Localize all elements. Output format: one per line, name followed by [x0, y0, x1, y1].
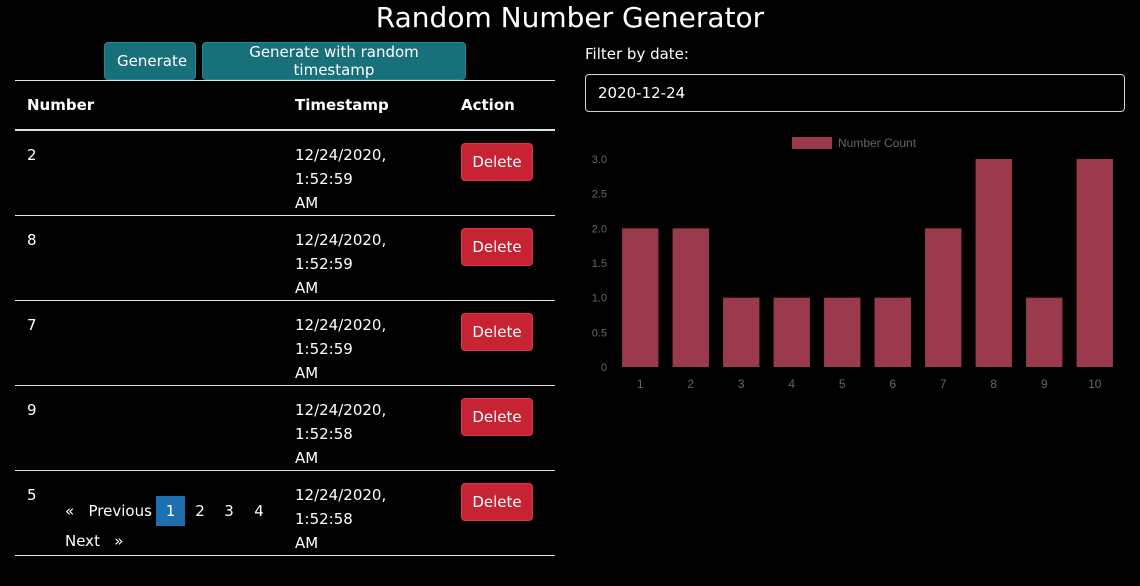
header-timestamp: Timestamp [283, 80, 449, 131]
timestamp-text: 12/24/2020, 1:52:58 [295, 401, 387, 443]
timestamp-cell: 12/24/2020, 1:52:58 AM [283, 385, 449, 471]
bar [1026, 297, 1063, 367]
page-link-3[interactable]: 3 [224, 502, 234, 520]
action-cell: Delete [449, 385, 555, 471]
x-tick-label: 5 [839, 377, 846, 391]
delete-button[interactable]: Delete [461, 228, 533, 266]
action-cell: Delete [449, 470, 555, 556]
generate-button[interactable]: Generate [104, 42, 196, 80]
x-tick-label: 1 [637, 377, 644, 391]
y-tick-label: 1.0 [592, 293, 607, 305]
y-tick-label: 0 [601, 362, 607, 374]
page-title: Random Number Generator [375, 1, 765, 34]
timestamp-ampm: AM [295, 449, 319, 467]
timestamp-text: 12/24/2020, 1:52:59 [295, 316, 387, 358]
x-tick-label: 7 [940, 377, 947, 391]
legend-label: Number Count [838, 136, 917, 150]
previous-label: Previous [88, 502, 152, 520]
number-cell: 2 [15, 130, 283, 216]
header-action: Action [449, 80, 555, 131]
chevron-right-double-icon: » [114, 532, 124, 550]
bar [723, 297, 760, 367]
table-header-row: Number Timestamp Action [15, 80, 555, 131]
bar [874, 297, 911, 367]
table-row: 5 12/24/2020, 1:52:58 AM Delete [15, 470, 555, 556]
filter-panel: Filter by date: [585, 42, 1125, 112]
chevron-left-double-icon: « [65, 502, 75, 520]
timestamp-ampm: AM [295, 194, 319, 212]
y-tick-label: 0.5 [592, 327, 607, 339]
bar [824, 297, 861, 367]
legend-swatch [792, 137, 832, 149]
timestamp-cell: 12/24/2020, 1:52:58 AM [283, 470, 449, 556]
delete-button[interactable]: Delete [461, 398, 533, 436]
bar [975, 159, 1012, 367]
number-cell: 5 [15, 470, 283, 556]
filter-label: Filter by date: [585, 45, 689, 63]
timestamp-text: 12/24/2020, 1:52:58 [295, 486, 387, 528]
table-row: 2 12/24/2020, 1:52:59 AM Delete [15, 130, 555, 216]
x-tick-label: 6 [889, 377, 896, 391]
table-row: 7 12/24/2020, 1:52:59 AM Delete [15, 300, 555, 386]
previous-page-link[interactable]: « Previous [65, 496, 157, 526]
action-cell: Delete [449, 300, 555, 386]
generate-random-timestamp-button[interactable]: Generate with random timestamp [202, 42, 466, 80]
timestamp-ampm: AM [295, 534, 319, 552]
numbers-table: Number Timestamp Action 2 12/24/2020, 1:… [15, 80, 555, 556]
bar [1076, 159, 1113, 367]
timestamp-cell: 12/24/2020, 1:52:59 AM [283, 300, 449, 386]
y-tick-label: 1.5 [592, 258, 607, 270]
number-count-chart: Number Count 0 0.5 1.0 1.5 2.0 2.5 3.0 1 2 3 4 5 6 7 8 9… [585, 130, 1125, 400]
y-tick-label: 2.5 [592, 189, 607, 201]
y-tick-label: 3.0 [592, 154, 607, 166]
next-page-link[interactable]: Next » [65, 526, 135, 556]
y-tick-label: 2.0 [592, 223, 607, 235]
table-row: 9 12/24/2020, 1:52:58 AM Delete [15, 385, 555, 471]
x-tick-label: 2 [687, 377, 694, 391]
number-cell: 7 [15, 300, 283, 386]
timestamp-text: 12/24/2020, 1:52:59 [295, 231, 387, 273]
x-tick-label: 3 [738, 377, 745, 391]
x-tick-label: 9 [1041, 377, 1048, 391]
next-label: Next [65, 532, 100, 550]
action-cell: Delete [449, 130, 555, 216]
timestamp-ampm: AM [295, 279, 319, 297]
x-tick-label: 4 [788, 377, 795, 391]
bar [622, 228, 659, 367]
timestamp-ampm: AM [295, 364, 319, 382]
timestamp-cell: 12/24/2020, 1:52:59 AM [283, 130, 449, 216]
delete-button[interactable]: Delete [461, 313, 533, 351]
page-link-4[interactable]: 4 [254, 502, 264, 520]
page-link-1[interactable]: 1 [156, 496, 185, 526]
header-number: Number [15, 80, 283, 131]
bar [672, 228, 709, 367]
x-tick-label: 8 [990, 377, 997, 391]
number-cell: 9 [15, 385, 283, 471]
delete-button[interactable]: Delete [461, 143, 533, 181]
timestamp-cell: 12/24/2020, 1:52:59 AM [283, 215, 449, 301]
bar [925, 228, 962, 367]
page-link-2[interactable]: 2 [195, 502, 205, 520]
timestamp-text: 12/24/2020, 1:52:59 [295, 146, 387, 188]
chart-svg: Number Count 0 0.5 1.0 1.5 2.0 2.5 3.0 1 2 3 4 5 6 7 8 9… [592, 136, 1113, 391]
date-filter-input[interactable] [585, 74, 1125, 112]
action-cell: Delete [449, 215, 555, 301]
table-row: 8 12/24/2020, 1:52:59 AM Delete [15, 215, 555, 301]
x-tick-label: 10 [1088, 377, 1102, 391]
number-cell: 8 [15, 215, 283, 301]
delete-button[interactable]: Delete [461, 483, 533, 521]
bar [773, 297, 810, 367]
